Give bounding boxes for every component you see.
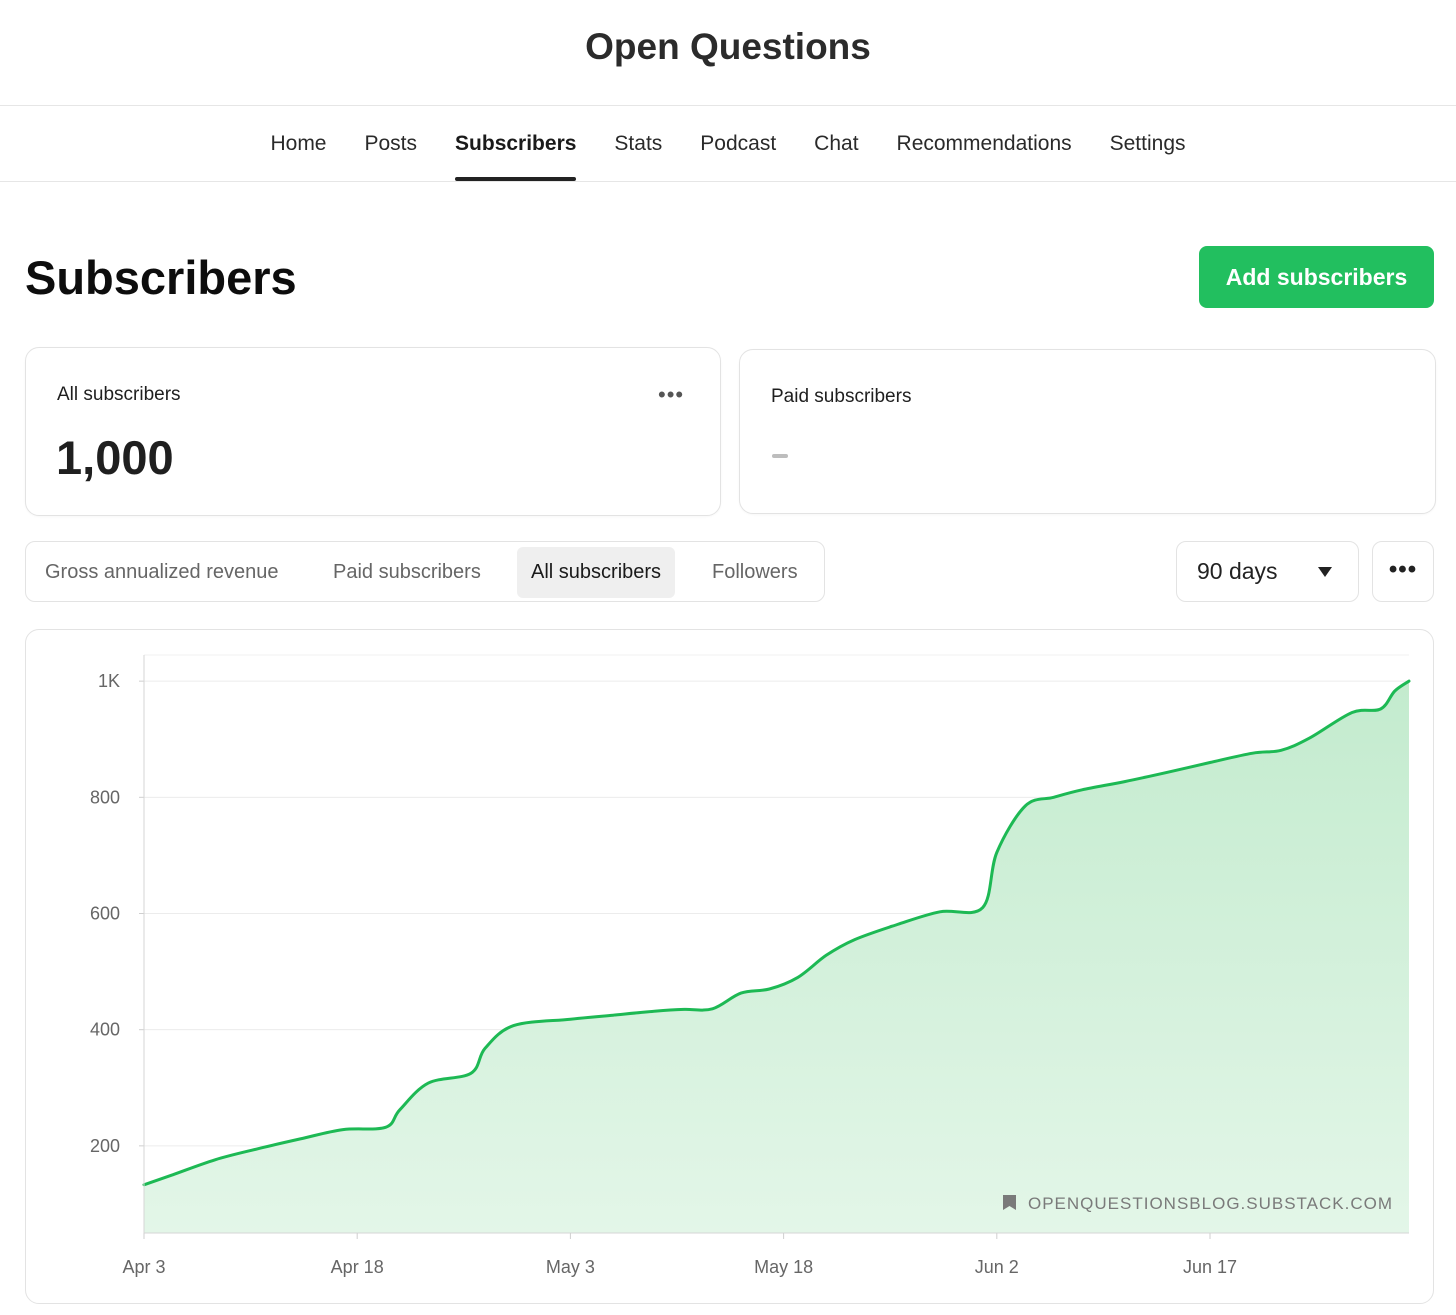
tab-chat[interactable]: Chat [814, 132, 859, 155]
tab-subscribers[interactable]: Subscribers [455, 106, 577, 181]
y-tick-label: 400 [90, 1020, 120, 1040]
substack-watermark: OPENQUESTIONSBLOG.SUBSTACK.COM [1003, 1194, 1393, 1213]
chart-more-button[interactable]: ••• [1372, 541, 1434, 602]
y-tick-label: 1K [98, 671, 120, 691]
date-range-dropdown[interactable]: 90 days [1176, 541, 1359, 602]
subscribers-chart-card: 200 400 600 800 1K Apr 3 Apr 18 May 3 May 18 Jun … [25, 629, 1434, 1304]
y-tick-label: 200 [90, 1136, 120, 1156]
publication-header: Open Questions [0, 0, 1456, 106]
x-tick-label: Jun 2 [975, 1257, 1019, 1277]
tab-posts[interactable]: Posts [364, 132, 418, 155]
add-subscribers-button[interactable]: Add subscribers [1199, 246, 1434, 308]
metric-followers[interactable]: Followers [712, 561, 798, 583]
paid-subscribers-card: Paid subscribers [739, 349, 1436, 514]
x-tick-label: May 18 [754, 1257, 813, 1277]
page-title: Subscribers [25, 251, 297, 304]
metric-selector: Gross annualized revenue Paid subscriber… [25, 541, 825, 602]
x-tick-label: Jun 17 [1183, 1257, 1237, 1277]
dashboard-nav: Home Posts Subscribers Stats Podcast Cha… [0, 106, 1456, 182]
card-more-icon[interactable]: ••• [658, 382, 685, 407]
tab-podcast[interactable]: Podcast [700, 132, 777, 155]
y-tick-label: 800 [90, 787, 120, 807]
publication-title[interactable]: Open Questions [585, 26, 871, 67]
metric-all-subscribers[interactable]: All subscribers [517, 547, 676, 598]
subscribers-line [142, 679, 1411, 1187]
all-subscribers-card: All subscribers 1,000 ••• [25, 347, 721, 516]
caret-down-icon [1318, 567, 1332, 577]
metric-paid-subscribers[interactable]: Paid subscribers [333, 561, 481, 583]
tab-recommendations[interactable]: Recommendations [896, 132, 1072, 155]
x-tick-label: Apr 3 [122, 1257, 165, 1277]
tab-settings[interactable]: Settings [1109, 132, 1186, 155]
x-tick-label: May 3 [546, 1257, 595, 1277]
bookmark-icon [1003, 1195, 1016, 1210]
all-subscribers-count: 1,000 [56, 431, 174, 484]
metric-gross-annualized-revenue[interactable]: Gross annualized revenue [45, 561, 279, 583]
subscribers-area [144, 681, 1409, 1233]
x-tick-label: Apr 18 [331, 1257, 384, 1277]
tab-stats[interactable]: Stats [614, 132, 663, 155]
date-range-label: 90 days [1197, 558, 1278, 584]
y-tick-label: 600 [90, 904, 120, 924]
subscribers-chart: 200 400 600 800 1K Apr 3 Apr 18 May 3 May 18 Jun … [90, 654, 1411, 1277]
paid-subscribers-label: Paid subscribers [771, 386, 912, 407]
tab-home[interactable]: Home [270, 132, 327, 155]
all-subscribers-label: All subscribers [57, 384, 181, 405]
empty-value-dash [772, 454, 788, 458]
watermark-text: OPENQUESTIONSBLOG.SUBSTACK.COM [1028, 1194, 1393, 1213]
